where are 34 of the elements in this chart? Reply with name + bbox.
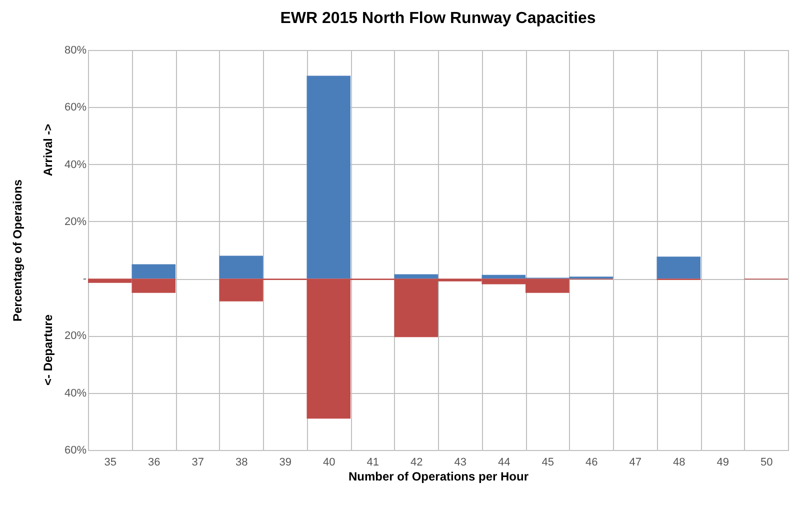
y-tick-label: 40% bbox=[64, 158, 87, 171]
y-tick-label: 60% bbox=[64, 102, 87, 114]
x-tick-label: 44 bbox=[498, 456, 510, 468]
x-tick-label: 38 bbox=[236, 456, 248, 468]
x-tick-label: 42 bbox=[410, 456, 423, 468]
text: Arrival -> bbox=[41, 124, 55, 176]
y-tick-label: 60% bbox=[64, 444, 87, 456]
x-axis-title: Number of Operations per Hour bbox=[348, 470, 529, 484]
x-tick-label: 49 bbox=[716, 456, 729, 468]
bar bbox=[132, 264, 176, 279]
x-tick-label: 47 bbox=[629, 456, 642, 468]
x-tick-label: 35 bbox=[104, 456, 116, 468]
y-tick-label: 80% bbox=[64, 44, 87, 56]
bar bbox=[219, 256, 263, 279]
x-tick-label: 39 bbox=[279, 456, 292, 468]
chart-title: EWR 2015 North Flow Runway Capacities bbox=[280, 10, 596, 27]
x-tick-label: 36 bbox=[148, 456, 160, 468]
x-tick-label: 50 bbox=[760, 456, 773, 468]
y-tick-label: 20% bbox=[64, 216, 87, 228]
text: <- Departure bbox=[41, 314, 55, 386]
x-tick-label: 40 bbox=[323, 456, 336, 468]
x-tick-label: 48 bbox=[673, 456, 686, 468]
bar bbox=[306, 76, 350, 279]
y-axis-title: Percentage of Operaions bbox=[10, 179, 24, 322]
x-tick-label: 46 bbox=[586, 456, 598, 468]
y-tick-label: - bbox=[82, 273, 87, 286]
y-tick-label: 40% bbox=[64, 387, 87, 400]
x-tick-label: 43 bbox=[454, 456, 466, 468]
x-tick-label: 37 bbox=[192, 456, 204, 468]
bar bbox=[656, 256, 700, 279]
y-tick-label: 20% bbox=[64, 330, 87, 342]
x-tick-label: 41 bbox=[366, 456, 379, 468]
x-tick-label: 45 bbox=[542, 456, 554, 468]
bar bbox=[394, 274, 438, 279]
